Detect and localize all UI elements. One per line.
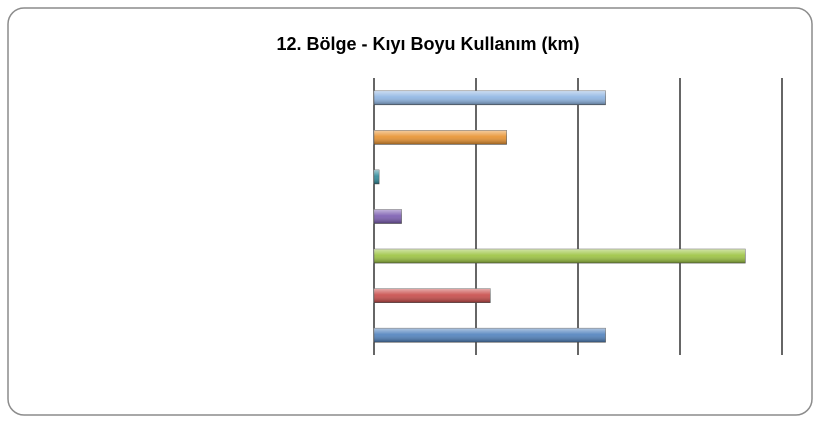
- chart-frame: [7, 7, 813, 416]
- bar-shine: [374, 90, 606, 105]
- plot-area: [373, 78, 783, 355]
- bar-shine: [374, 209, 402, 224]
- bar-shine: [374, 130, 507, 145]
- bar-shine: [374, 288, 491, 303]
- bar-shine: [374, 249, 746, 264]
- chart-title: 12. Bölge - Kıyı Boyu Kullanım (km): [276, 34, 579, 54]
- bar-shine: [374, 169, 380, 184]
- bar-shine: [374, 328, 606, 343]
